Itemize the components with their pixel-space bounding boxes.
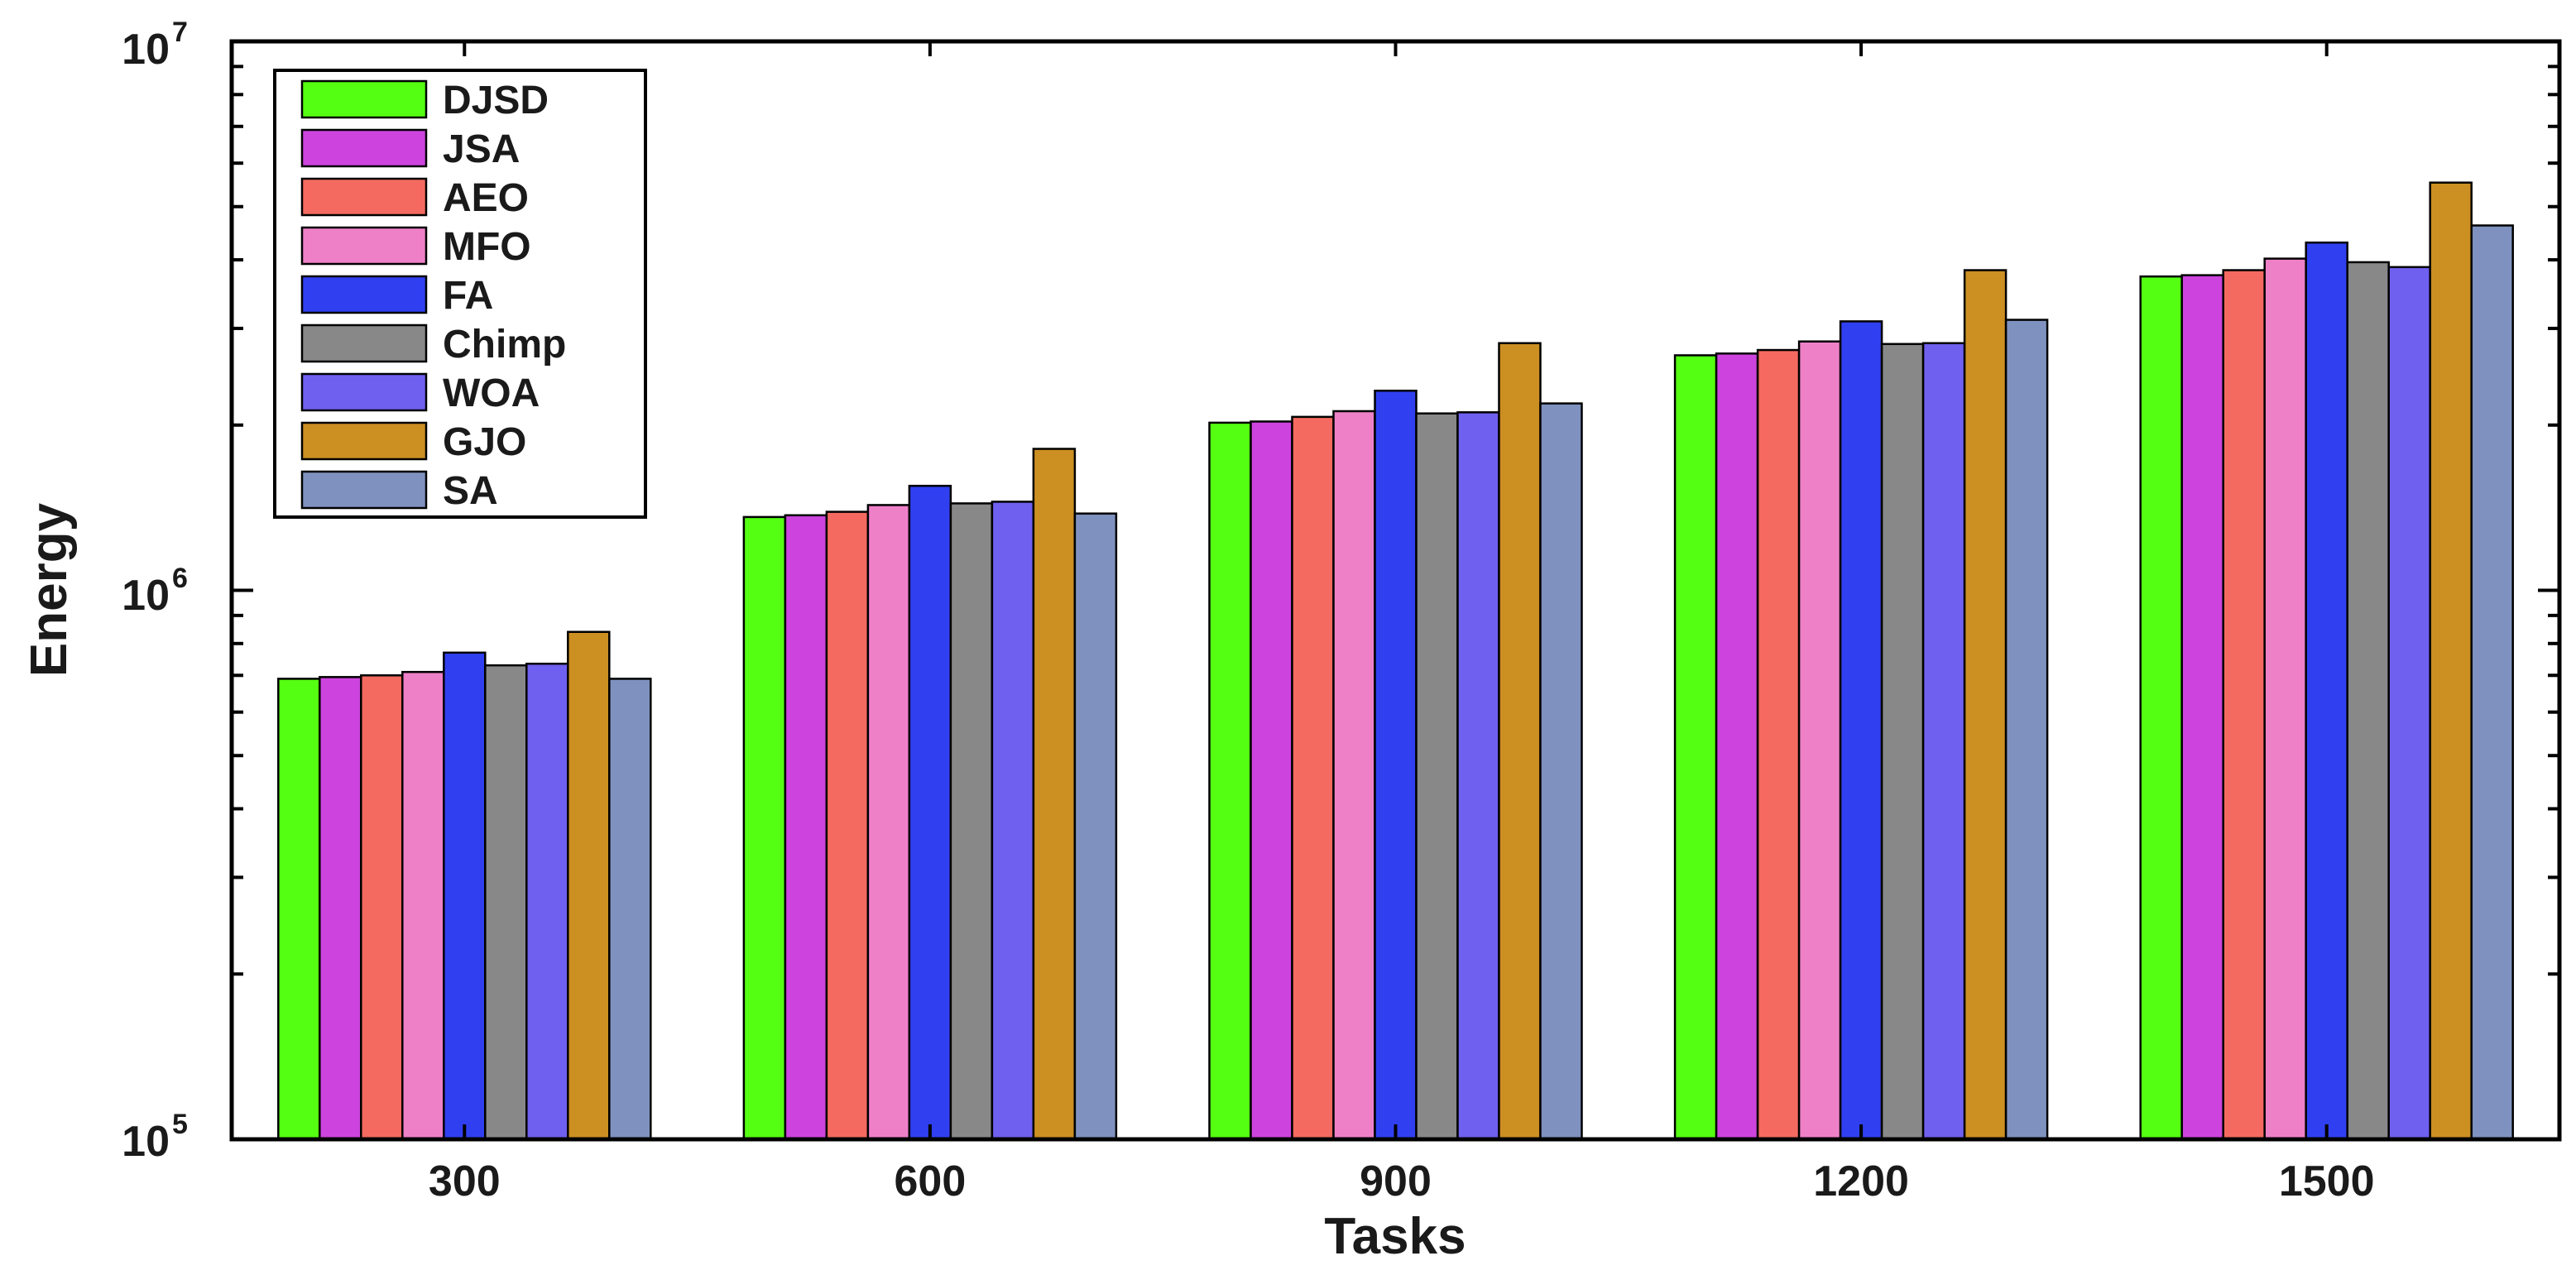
- legend-swatch-woa: [300, 372, 428, 412]
- legend-swatch-mfo: [300, 226, 428, 266]
- bar-aeo-900: [1291, 415, 1335, 1141]
- bar-woa-1200: [1921, 342, 1966, 1141]
- bar-jsa-900: [1250, 420, 1293, 1141]
- x-tick-label-600: 600: [895, 1157, 967, 1205]
- bar-aeo-1500: [2222, 269, 2266, 1141]
- bar-chimp-600: [949, 502, 994, 1141]
- bar-djsd-600: [742, 515, 787, 1141]
- bar-gjo-1200: [1963, 269, 2008, 1141]
- y-tick-labels: 10 5 10 6 10 7: [122, 17, 188, 1166]
- x-tick-labels: 300 600 900 1200 1500: [429, 1157, 2375, 1205]
- bar-djsd-300: [277, 678, 321, 1141]
- bar-djsd-1500: [2139, 275, 2183, 1141]
- bar-sa-1500: [2470, 224, 2514, 1141]
- bar-woa-900: [1456, 411, 1500, 1141]
- legend-swatch-sa: [300, 470, 428, 510]
- legend-label-jsa: JSA: [443, 127, 520, 171]
- legend-swatch-djsd: [300, 79, 428, 119]
- bar-sa-900: [1539, 402, 1583, 1141]
- bar-jsa-1200: [1715, 352, 1759, 1141]
- bar-chimp-1500: [2346, 261, 2390, 1141]
- bar-djsd-1200: [1673, 354, 1718, 1141]
- bar-aeo-600: [825, 510, 870, 1141]
- bar-aeo-300: [360, 674, 404, 1141]
- bar-jsa-600: [784, 514, 828, 1141]
- legend-label-gjo: GJO: [443, 420, 526, 464]
- y-tick-label-1e5: 10: [122, 1118, 170, 1166]
- bar-mfo-1500: [2263, 257, 2307, 1141]
- y-tick-label-1e7: 10: [122, 26, 170, 74]
- bar-jsa-1500: [2180, 274, 2224, 1141]
- legend-swatch-aeo: [300, 177, 428, 217]
- bar-mfo-900: [1332, 410, 1376, 1141]
- bar-jsa-300: [319, 676, 362, 1141]
- legend-swatch-chimp: [300, 323, 428, 363]
- bar-fa-1200: [1839, 320, 1883, 1141]
- bar-fa-600: [908, 484, 952, 1141]
- bar-chimp-300: [484, 664, 528, 1141]
- bars-layer: [277, 181, 2514, 1141]
- legend-label-sa: SA: [443, 469, 498, 513]
- x-tick-label-1500: 1500: [2279, 1157, 2375, 1205]
- y-tick-label-1e6: 10: [122, 572, 170, 620]
- bar-sa-300: [608, 678, 652, 1141]
- bar-mfo-300: [401, 670, 445, 1141]
- y-tick-exp-1e6: 6: [172, 563, 188, 594]
- bar-gjo-900: [1498, 342, 1542, 1141]
- bar-mfo-1200: [1797, 340, 1842, 1141]
- legend-label-mfo: MFO: [443, 225, 531, 269]
- bar-chimp-900: [1415, 412, 1459, 1141]
- legend-label-woa: WOA: [443, 371, 540, 415]
- ticks-layer: [232, 40, 2559, 1141]
- bar-woa-600: [991, 501, 1035, 1141]
- bar-gjo-600: [1032, 448, 1077, 1141]
- x-tick-label-900: 900: [1360, 1157, 1432, 1205]
- x-tick-label-300: 300: [429, 1157, 501, 1205]
- bar-chimp-1200: [1880, 343, 1925, 1141]
- legend-swatch-jsa: [300, 128, 428, 168]
- bar-gjo-1500: [2429, 181, 2473, 1141]
- legend-label-djsd: DJSD: [443, 79, 549, 122]
- legend-label-fa: FA: [443, 274, 493, 318]
- y-tick-exp-1e7: 7: [172, 17, 188, 48]
- bar-fa-900: [1374, 389, 1418, 1141]
- y-tick-exp-1e5: 5: [172, 1109, 188, 1140]
- x-axis-title: Tasks: [1324, 1208, 1465, 1265]
- bar-fa-300: [443, 651, 487, 1141]
- legend-label-chimp: Chimp: [443, 323, 566, 367]
- bar-fa-1500: [2305, 241, 2348, 1141]
- bar-aeo-1200: [1756, 348, 1801, 1141]
- bar-sa-1200: [2004, 319, 2049, 1141]
- legend-swatch-gjo: [300, 421, 428, 461]
- bar-woa-300: [525, 662, 569, 1141]
- bar-mfo-600: [866, 504, 911, 1141]
- bar-djsd-900: [1208, 421, 1252, 1141]
- bar-sa-600: [1073, 512, 1118, 1141]
- bar-woa-1500: [2387, 266, 2431, 1141]
- legend-label-aeo: AEO: [443, 176, 529, 220]
- legend-swatch-fa: [300, 275, 428, 314]
- bar-gjo-300: [567, 630, 611, 1141]
- y-axis-title: Energy: [21, 502, 78, 677]
- x-tick-label-1200: 1200: [1813, 1157, 1909, 1205]
